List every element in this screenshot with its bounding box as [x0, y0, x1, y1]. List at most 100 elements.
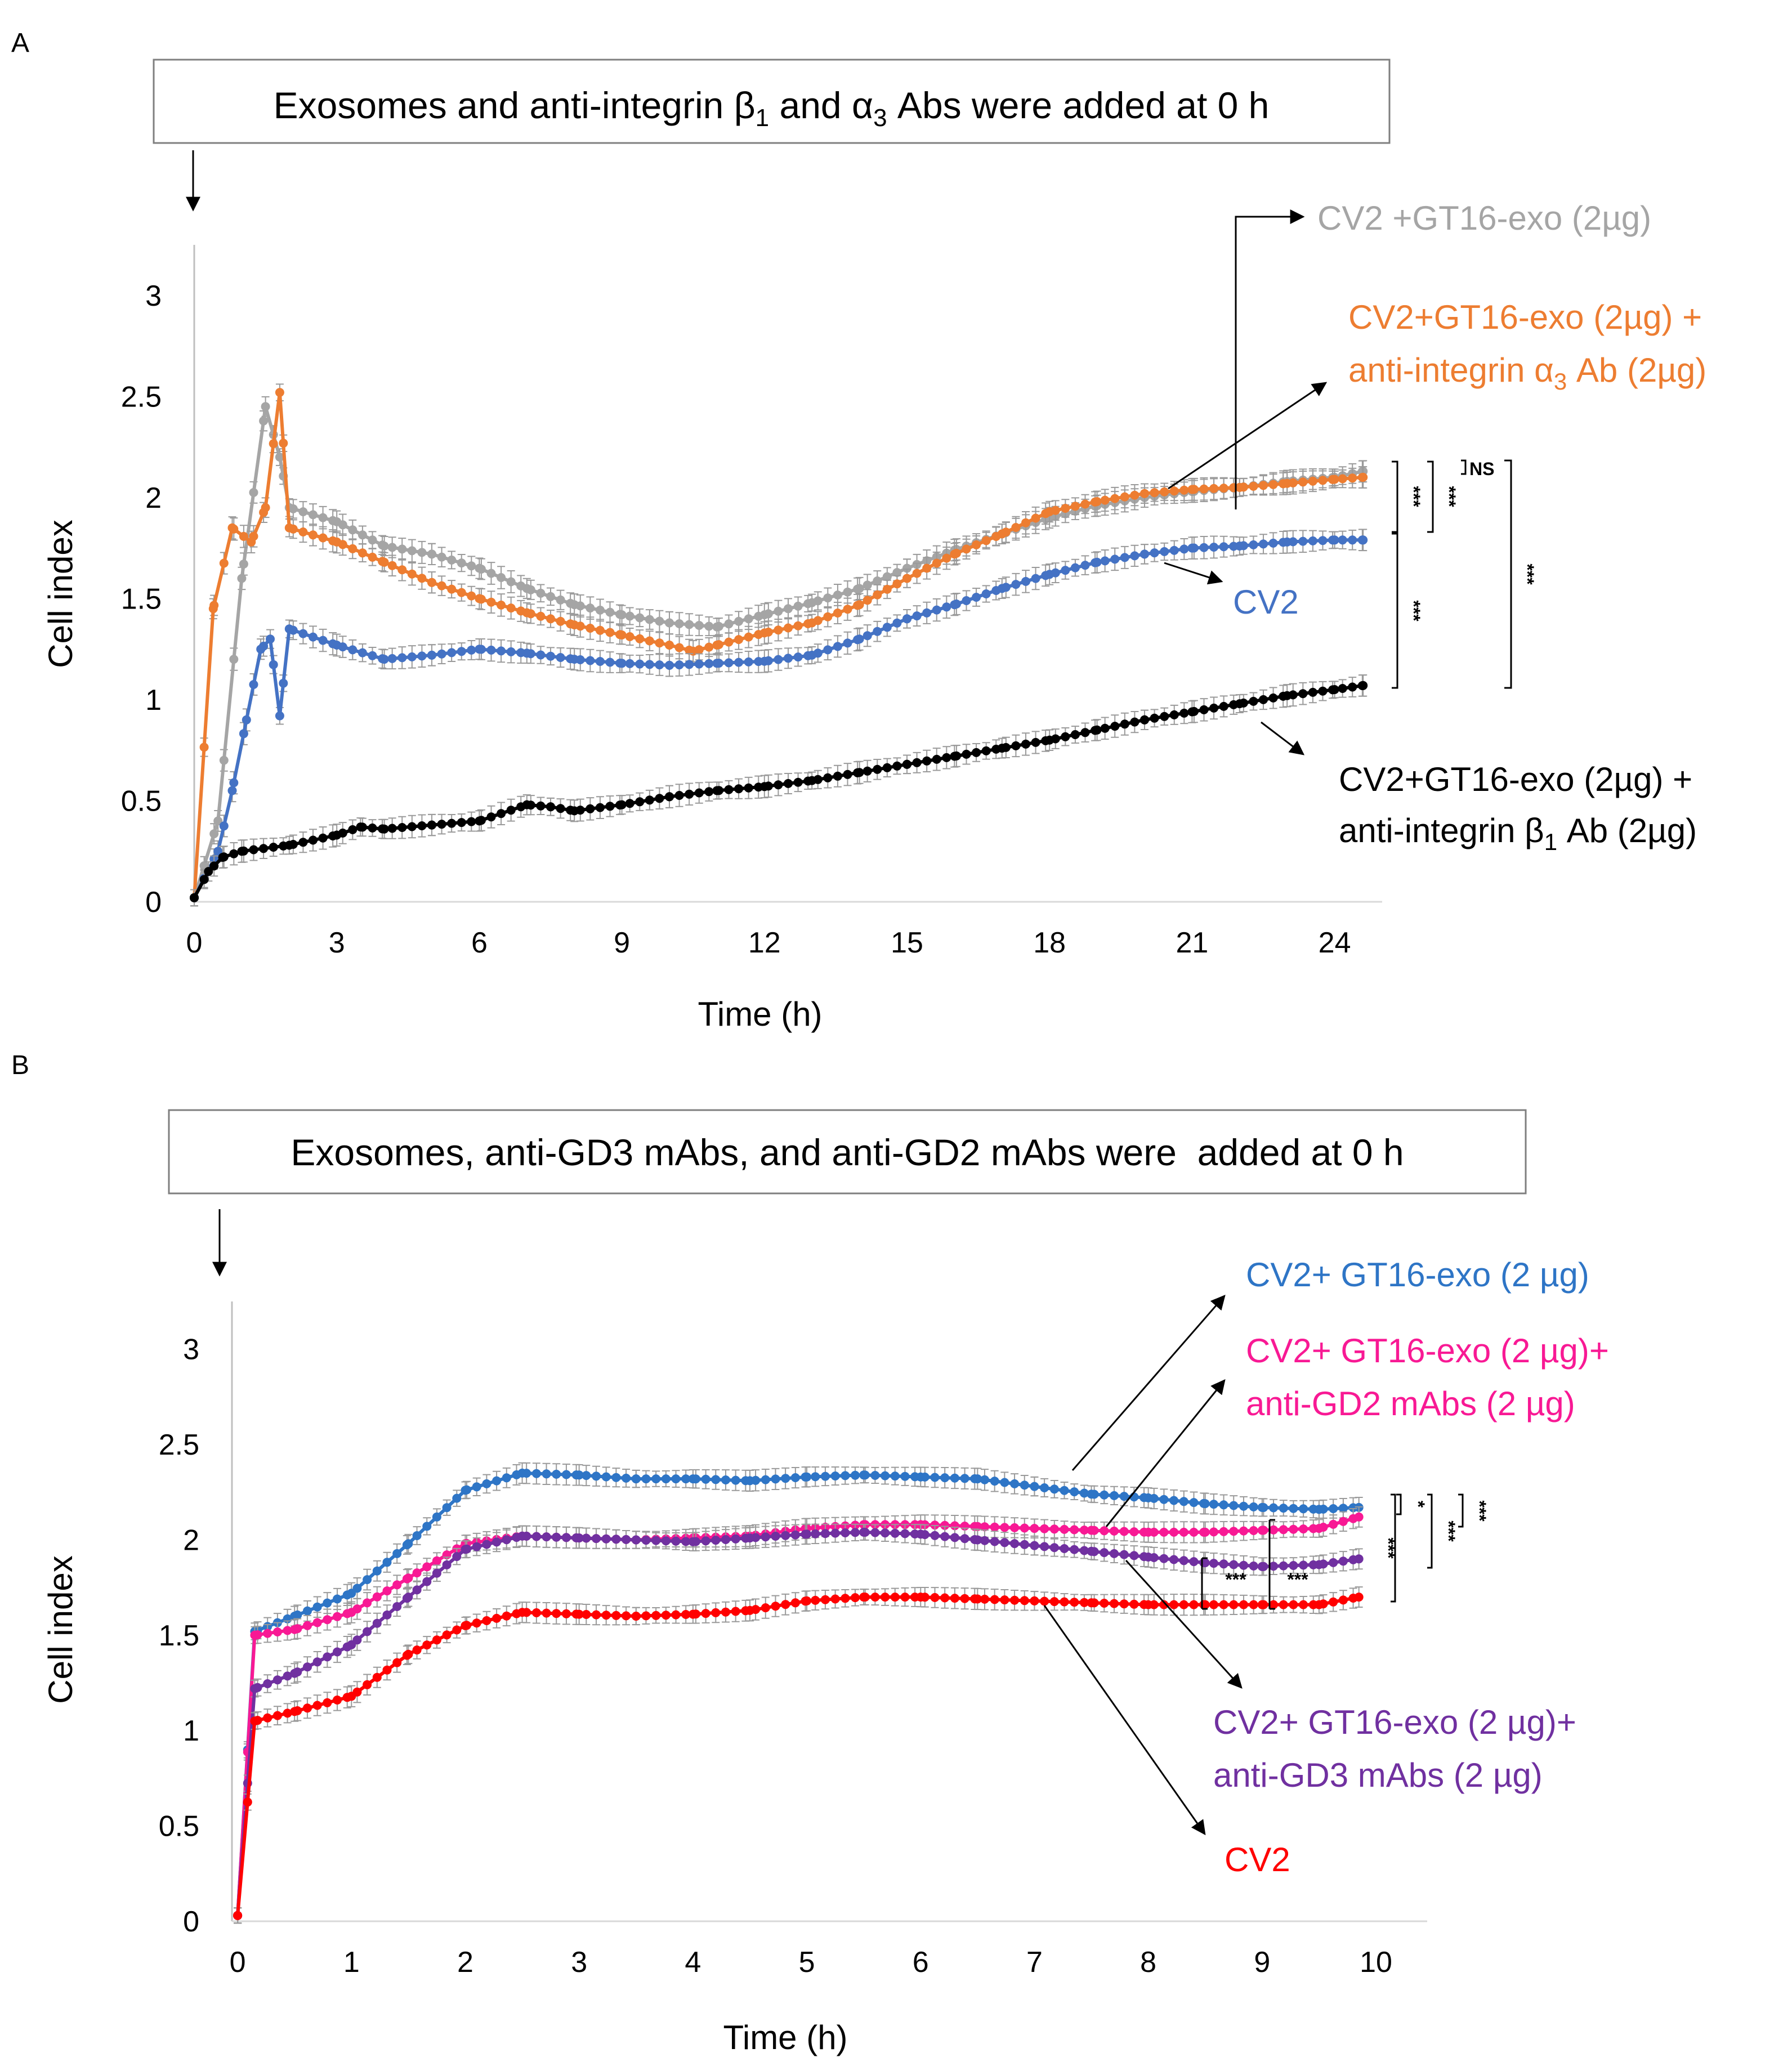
data-point: [661, 1474, 671, 1484]
data-point: [1070, 1487, 1079, 1497]
data-point: [427, 820, 436, 830]
panel-a-bracket-1: [1392, 460, 1398, 533]
panel-a-x-axis: 0 3 6 9 12 15 18 21 24: [186, 901, 1382, 959]
data-point: [323, 1698, 332, 1707]
data-point: [586, 603, 595, 613]
panel-a-bracket-4: [1392, 533, 1398, 689]
data-point: [841, 1471, 850, 1480]
data-point: [1308, 536, 1317, 545]
x-tick-label: 24: [1319, 927, 1351, 959]
data-point: [1080, 499, 1090, 509]
data-point: [734, 784, 744, 794]
data-point: [407, 822, 417, 831]
data-point: [1239, 1600, 1248, 1609]
data-point: [261, 402, 270, 411]
data-point: [229, 778, 239, 788]
data-point: [467, 817, 476, 826]
data-point: [1010, 1595, 1020, 1605]
data-point: [482, 1540, 491, 1549]
data-point: [704, 642, 714, 652]
data-point: [1000, 1538, 1009, 1547]
data-point: [1030, 1482, 1039, 1491]
data-point: [199, 742, 209, 752]
data-point: [930, 1531, 940, 1540]
data-point: [1100, 1548, 1109, 1558]
data-point: [1288, 537, 1298, 547]
data-point: [711, 1475, 721, 1484]
data-point: [536, 588, 546, 598]
data-point: [1159, 1554, 1169, 1563]
data-point: [724, 619, 734, 629]
data-point: [920, 1593, 929, 1602]
data-point: [1051, 734, 1060, 744]
panel-b-label-gd2-line2: anti-GD2 mAbs (2 µg): [1246, 1385, 1575, 1423]
data-point: [625, 799, 634, 808]
data-point: [253, 1683, 262, 1692]
x-tick-label: 6: [471, 927, 488, 959]
data-point: [1021, 518, 1030, 527]
x-tick-label: 1: [343, 1946, 360, 1979]
data-point: [575, 621, 585, 631]
data-point: [701, 1536, 710, 1546]
panel-a-arrow-alpha3: [1168, 382, 1328, 490]
data-point: [476, 816, 486, 825]
data-point: [298, 838, 308, 847]
data-point: [1000, 1595, 1009, 1605]
panel-a-arrow-beta1: [1261, 721, 1305, 755]
data-point: [882, 572, 892, 582]
data-point: [1289, 1504, 1298, 1513]
data-point: [1140, 715, 1149, 724]
data-point: [1010, 1479, 1020, 1488]
data-point: [813, 648, 823, 658]
data-point: [318, 833, 328, 843]
data-point: [447, 555, 457, 565]
data-point: [962, 544, 971, 554]
data-point: [1020, 1523, 1029, 1533]
data-point: [1239, 1501, 1248, 1511]
data-point: [855, 634, 864, 644]
data-point: [1051, 568, 1060, 578]
data-point: [863, 580, 872, 590]
data-point: [592, 1610, 601, 1620]
data-point: [704, 621, 714, 631]
data-point: [655, 638, 664, 648]
data-point: [288, 524, 298, 534]
data-point: [820, 1595, 830, 1604]
data-point: [674, 643, 684, 652]
data-point: [1318, 536, 1328, 545]
data-point: [930, 1473, 940, 1482]
data-point: [1288, 690, 1298, 700]
data-point: [417, 651, 427, 661]
data-point: [1259, 539, 1268, 549]
data-point: [526, 649, 535, 659]
y-tick-label: 1: [183, 1715, 199, 1747]
data-point: [922, 756, 932, 766]
data-point: [714, 659, 723, 668]
data-point: [1020, 1596, 1029, 1605]
data-point: [293, 1667, 302, 1677]
series-4-error-bars: [234, 1586, 1363, 1924]
data-point: [279, 678, 288, 688]
data-point: [357, 548, 367, 558]
data-point: [860, 1470, 870, 1480]
data-point: [1338, 474, 1347, 484]
data-point: [229, 849, 239, 858]
data-point: [506, 577, 516, 587]
data-point: [309, 530, 318, 540]
data-point: [851, 1593, 860, 1603]
data-point: [352, 1584, 362, 1593]
data-point: [721, 1535, 730, 1544]
data-point: [1268, 480, 1278, 489]
data-point: [447, 818, 457, 828]
data-point: [556, 804, 565, 813]
data-point: [1110, 722, 1120, 731]
data-point: [1209, 543, 1219, 552]
data-point: [1070, 1525, 1079, 1535]
data-point: [1358, 535, 1368, 545]
data-point: [611, 1535, 621, 1544]
data-point: [635, 797, 645, 807]
panel-b-bracket-4: [1391, 1493, 1396, 1603]
data-point: [404, 1573, 413, 1583]
x-tick-label: 6: [913, 1946, 929, 1979]
